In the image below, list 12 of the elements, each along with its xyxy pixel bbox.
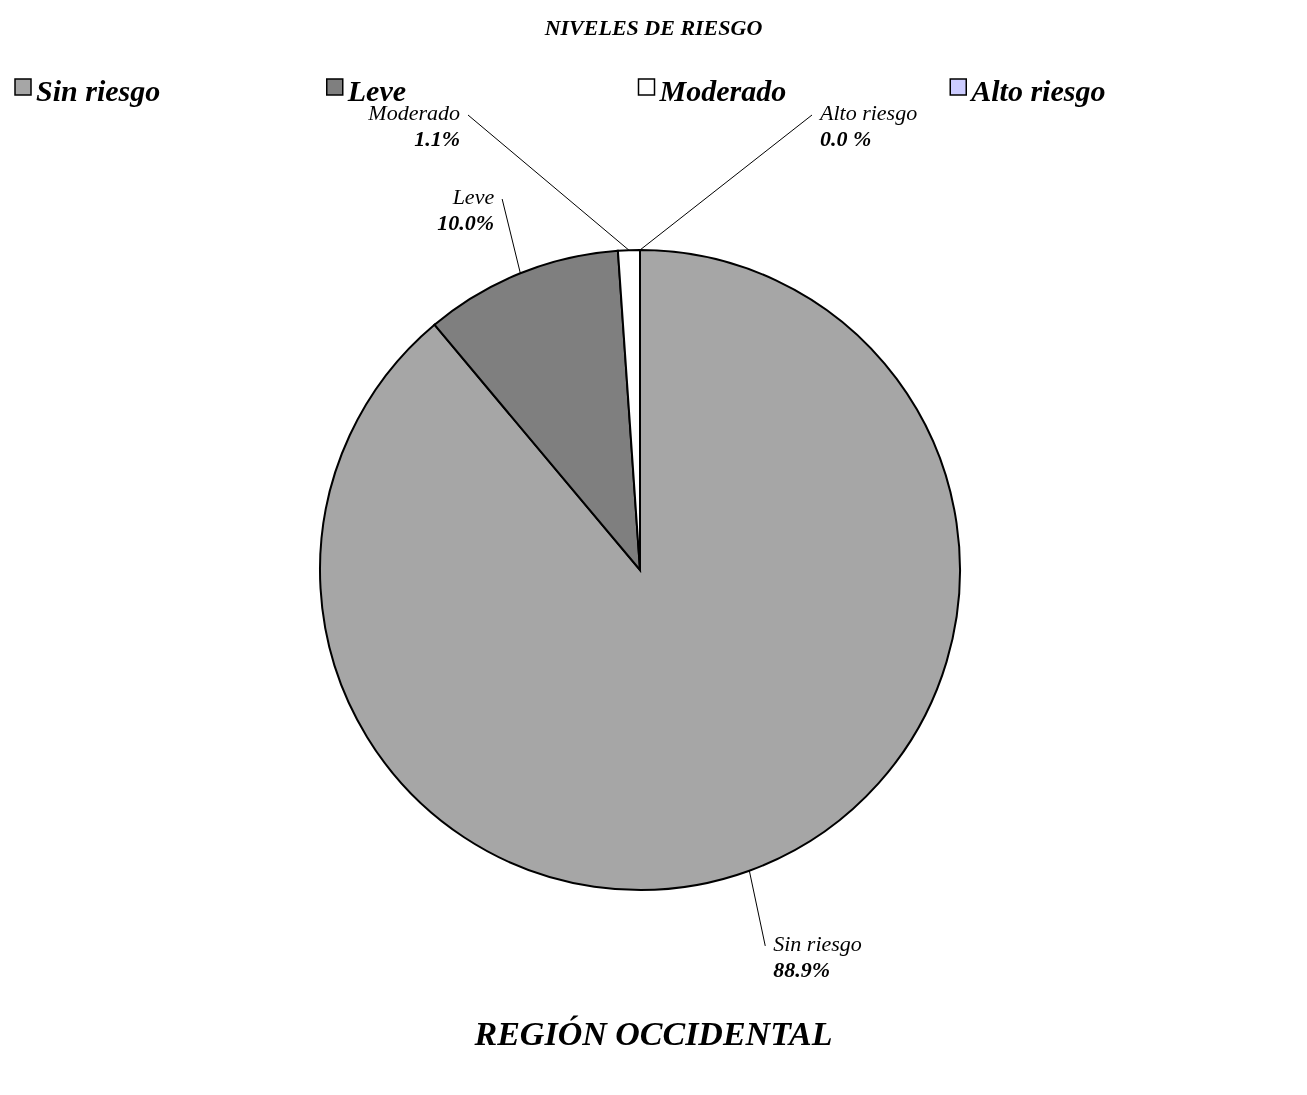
slice-label: Sin riesgo — [773, 930, 862, 956]
text: 0.0 % — [820, 126, 872, 152]
slice-label: Leve — [451, 184, 495, 210]
data-label: 10.0% — [437, 210, 495, 236]
legend-label: Moderado — [658, 73, 787, 107]
chart-title: NIVELES DE RIESGO — [543, 15, 763, 40]
data-label: 88.9% — [773, 956, 831, 982]
text: REGIÓN OCCIDENTAL — [473, 1015, 833, 1052]
legend-label: Sin riesgo — [36, 73, 161, 107]
category-label: Alto riesgo — [820, 100, 918, 126]
legend-label: Alto riesgo — [969, 73, 1106, 107]
data-label: 1.1% — [414, 126, 460, 152]
